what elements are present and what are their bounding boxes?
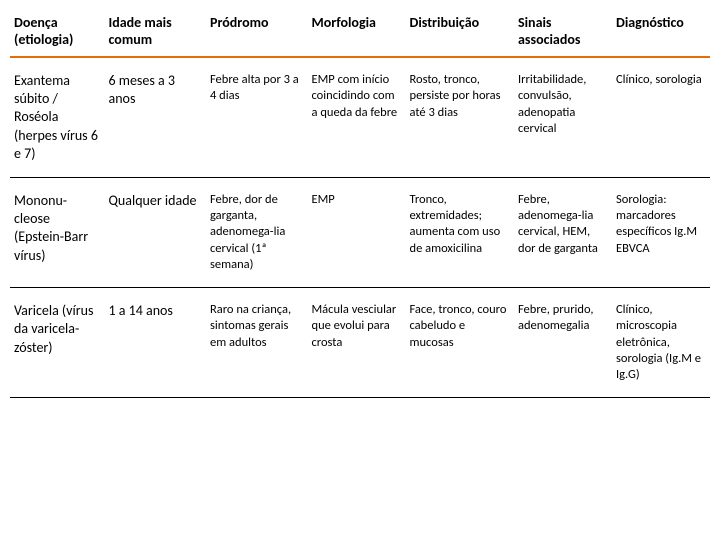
cell-morphology: Mácula vesciular que evolui para crosta [308, 288, 406, 398]
header-age: Idade mais comum [105, 8, 207, 57]
header-row: Doença (etiologia) Idade mais comum Pród… [10, 8, 710, 57]
cell-prodrome: Febre, dor de garganta, adenomega-lia ce… [206, 177, 308, 287]
cell-morphology: EMP com início coincidindo com a queda d… [308, 57, 406, 177]
table-row: Exantema súbito / Roséola (herpes vírus … [10, 57, 710, 177]
cell-distribution: Rosto, tronco, persiste por horas até 3 … [406, 57, 515, 177]
cell-disease: Mononu-cleose (Epstein-Barr vírus) [10, 177, 105, 287]
cell-diagnosis: Sorologia: marcadores específicos Ig.M E… [612, 177, 710, 287]
cell-signs: Febre, prurido, adenomegalia [514, 288, 612, 398]
cell-age: Qualquer idade [105, 177, 207, 287]
cell-signs: Febre, adenomega-lia cervical, HEM, dor … [514, 177, 612, 287]
cell-distribution: Face, tronco, couro cabeludo e mucosas [406, 288, 515, 398]
table-row: Mononu-cleose (Epstein-Barr vírus) Qualq… [10, 177, 710, 287]
cell-distribution: Tronco, extremidades; aumenta com uso de… [406, 177, 515, 287]
cell-morphology: EMP [308, 177, 406, 287]
cell-disease: Exantema súbito / Roséola (herpes vírus … [10, 57, 105, 177]
cell-prodrome: Raro na criança, sintomas gerais em adul… [206, 288, 308, 398]
header-morphology: Morfologia [308, 8, 406, 57]
header-prodrome: Pródromo [206, 8, 308, 57]
cell-age: 6 meses a 3 anos [105, 57, 207, 177]
disease-table: Doença (etiologia) Idade mais comum Pród… [10, 8, 710, 398]
cell-diagnosis: Clínico, microscopia eletrônica, sorolog… [612, 288, 710, 398]
cell-age: 1 a 14 anos [105, 288, 207, 398]
header-diagnosis: Diagnóstico [612, 8, 710, 57]
cell-prodrome: Febre alta por 3 a 4 dias [206, 57, 308, 177]
header-signs: Sinais associados [514, 8, 612, 57]
cell-disease: Varicela (vírus da varicela-zóster) [10, 288, 105, 398]
cell-signs: Irritabilidade, convulsão, adenopatia ce… [514, 57, 612, 177]
table-row: Varicela (vírus da varicela-zóster) 1 a … [10, 288, 710, 398]
cell-diagnosis: Clínico, sorologia [612, 57, 710, 177]
header-distribution: Distribuição [406, 8, 515, 57]
header-disease: Doença (etiologia) [10, 8, 105, 57]
